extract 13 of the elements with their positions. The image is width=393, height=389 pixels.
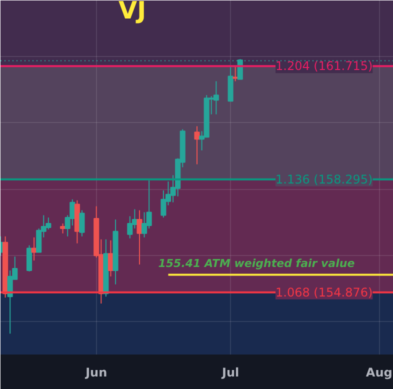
candlestick	[136, 210, 142, 266]
candlestick	[194, 126, 200, 165]
ref-line-label: 1.204 (161.715)	[276, 59, 373, 74]
candlestick	[79, 210, 85, 237]
series-label: 155.41 ATM weighted fair value	[158, 256, 356, 270]
annotation: VJ	[118, 0, 146, 24]
ref-line-label: 1.068 (154.876)	[276, 285, 373, 300]
ref-line-label: 1.136 (158.295)	[276, 172, 373, 186]
x-tick-label: Aug	[366, 366, 392, 380]
x-tick-label: Jul	[220, 366, 240, 380]
candlestick	[60, 222, 66, 234]
candlestick	[26, 244, 32, 272]
x-tick-label: Jun	[84, 366, 108, 380]
